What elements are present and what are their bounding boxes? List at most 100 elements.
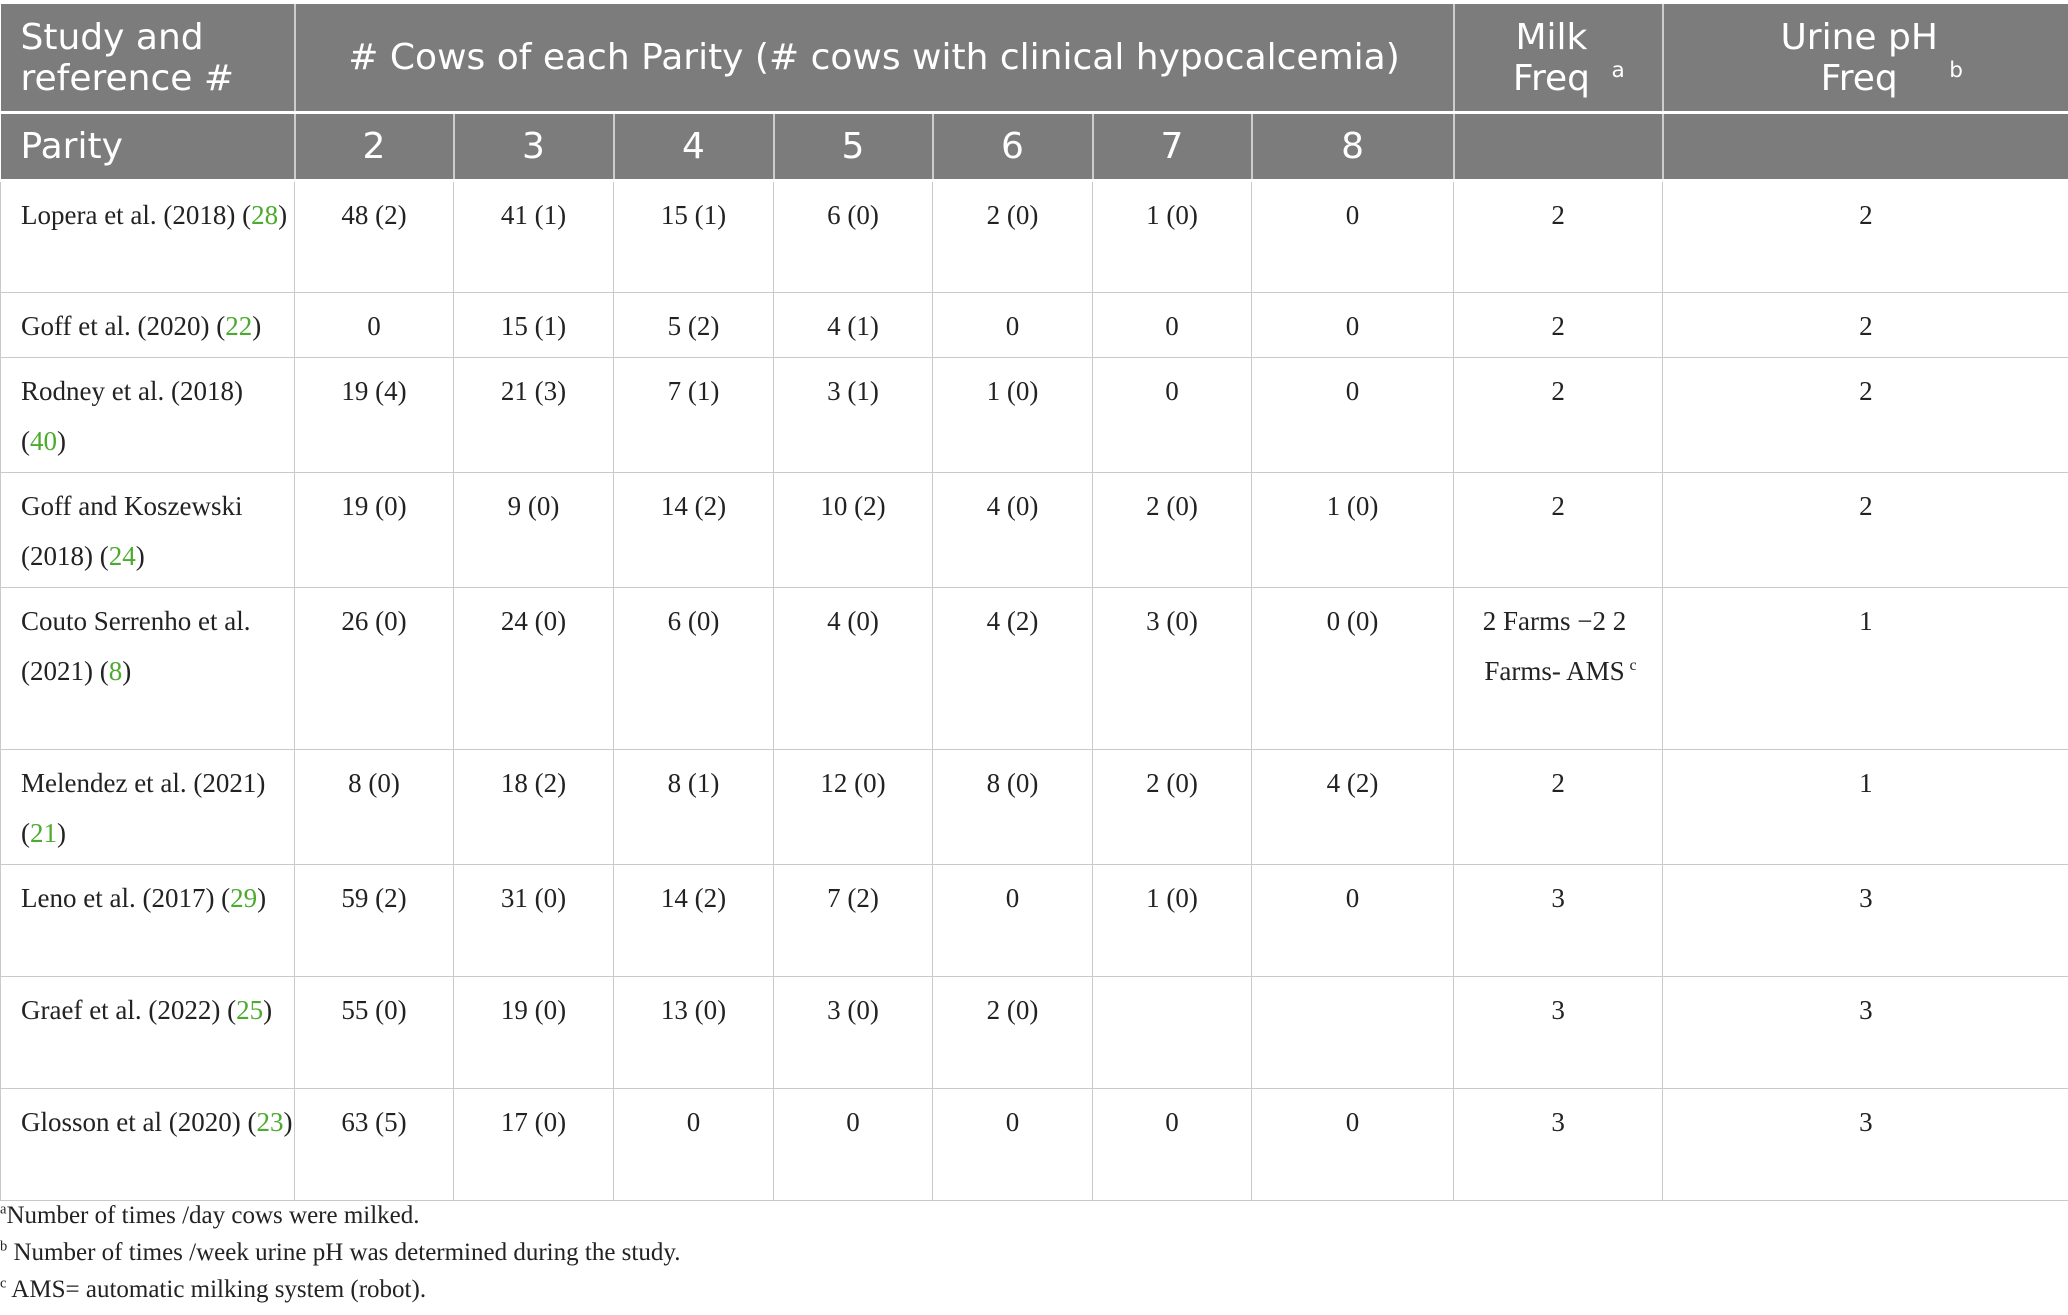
- parity-cell: 14 (2): [613, 864, 774, 977]
- parity-cell: 21 (3): [453, 357, 614, 473]
- header-urine-empty: [1661, 112, 2068, 182]
- parity-cell: 1 (0): [1250, 472, 1455, 588]
- footnotes: aNumber of times /day cows were milked. …: [0, 1197, 680, 1308]
- parity-cell: 19 (0): [453, 976, 614, 1089]
- parity-cell: 6 (0): [613, 587, 774, 750]
- parity-cell: [1250, 976, 1455, 1089]
- parity-cell: 0: [294, 292, 454, 358]
- parity-cell: 1 (0): [1092, 864, 1252, 977]
- parity-cell: 6 (0): [773, 180, 933, 293]
- urine-freq-cell: 1: [1662, 587, 2068, 750]
- data-table: Study and reference # # Cows of each Par…: [0, 4, 2068, 1201]
- parity-8: 8: [1250, 112, 1455, 182]
- parity-cell: 4 (2): [932, 587, 1093, 750]
- table-row: Melendez et al. (2021) (21) 8 (0) 18 (2) 8 …: [0, 749, 2068, 865]
- parity-cell: [1092, 976, 1252, 1089]
- parity-cell: 0: [932, 292, 1093, 358]
- parity-cell: 0: [1250, 292, 1455, 358]
- study-cell: Rodney et al. (2018) (40): [0, 357, 295, 473]
- study-cell: Goff and Koszewski (2018) (24): [0, 472, 295, 588]
- parity-cell: 0: [1092, 292, 1252, 358]
- parity-cell: 0: [1250, 864, 1455, 977]
- footnote-c: c AMS= automatic milking system (robot).: [0, 1275, 427, 1303]
- parity-cell: 3 (1): [773, 357, 933, 473]
- parity-cell: 2 (0): [1092, 472, 1252, 588]
- parity-cell: 1 (0): [932, 357, 1093, 473]
- parity-6: 6: [931, 112, 1094, 182]
- parity-cell: 12 (0): [773, 749, 933, 865]
- parity-cell: 15 (1): [453, 292, 614, 358]
- parity-cell: 24 (0): [453, 587, 614, 750]
- parity-cell: 0: [1092, 1088, 1252, 1201]
- parity-cell: 2 (0): [1092, 749, 1252, 865]
- footnote-a: aNumber of times /day cows were milked.: [0, 1201, 420, 1229]
- parity-3: 3: [452, 112, 615, 182]
- parity-cell: 19 (4): [294, 357, 454, 473]
- parity-cell: 0: [1092, 357, 1252, 473]
- parity-cell: 4 (1): [773, 292, 933, 358]
- table-row: Goff et al. (2020) (22) 0 15 (1) 5 (2) 4 (1)…: [0, 292, 2068, 358]
- parity-cell: 0: [1250, 357, 1455, 473]
- milk-freq-cell: 2: [1453, 749, 1664, 865]
- parity-cell: 8 (1): [613, 749, 774, 865]
- urine-freq-cell: 3: [1662, 864, 2068, 977]
- urine-freq-cell: 2: [1662, 472, 2068, 588]
- parity-cell: 18 (2): [453, 749, 614, 865]
- parity-cell: 63 (5): [294, 1088, 454, 1201]
- parity-cell: 4 (0): [773, 587, 933, 750]
- parity-cell: 5 (2): [613, 292, 774, 358]
- study-cell: Couto Serrenho et al. (2021) (8): [0, 587, 295, 750]
- parity-cell: 14 (2): [613, 472, 774, 588]
- urine-freq-cell: 1: [1662, 749, 2068, 865]
- parity-cell: 10 (2): [773, 472, 933, 588]
- milk-freq-cell: 2 Farms −2 2 Farms- AMS c: [1453, 587, 1664, 750]
- header-urine-freq: Urine pH Freq b: [1661, 4, 2068, 114]
- header-milk-empty: [1452, 112, 1664, 182]
- parity-cell: 59 (2): [294, 864, 454, 977]
- table-row: Lopera et al. (2018) (28) 48 (2) 41 (1) 15 …: [0, 180, 2068, 293]
- parity-cell: 1 (0): [1092, 180, 1252, 293]
- table-row: Couto Serrenho et al. (2021) (8) 26 (0) 24…: [0, 587, 2068, 750]
- parity-4: 4: [612, 112, 775, 182]
- parity-cell: 0: [1250, 1088, 1455, 1201]
- urine-freq-cell: 2: [1662, 292, 2068, 358]
- parity-cell: 0: [1250, 180, 1455, 293]
- parity-cell: 0: [613, 1088, 774, 1201]
- parity-cell: 3 (0): [773, 976, 933, 1089]
- parity-cell: 41 (1): [453, 180, 614, 293]
- table-row: Rodney et al. (2018) (40) 19 (4) 21 (3) 7 (…: [0, 357, 2068, 473]
- parity-cell: 2 (0): [932, 976, 1093, 1089]
- header-parity-label: Parity: [0, 112, 296, 182]
- urine-freq-cell: 2: [1662, 357, 2068, 473]
- header-parity-group: # Cows of each Parity (# cows with clini…: [293, 4, 1455, 114]
- parity-cell: 4 (0): [932, 472, 1093, 588]
- study-cell: Leno et al. (2017) (29): [0, 864, 295, 977]
- milk-freq-cell: 3: [1453, 1088, 1664, 1201]
- study-cell: Melendez et al. (2021) (21): [0, 749, 295, 865]
- parity-cell: 48 (2): [294, 180, 454, 293]
- parity-cell: 13 (0): [613, 976, 774, 1089]
- parity-5: 5: [772, 112, 934, 182]
- table-row: Glosson et al (2020) (23) 63 (5) 17 (0) 0 0 0…: [0, 1088, 2068, 1201]
- study-cell: Graef et al. (2022) (25): [0, 976, 295, 1089]
- parity-cell: 0: [773, 1088, 933, 1201]
- parity-cell: 15 (1): [613, 180, 774, 293]
- header-milk-freq: Milk Freq a: [1452, 4, 1664, 114]
- urine-freq-cell: 2: [1662, 180, 2068, 293]
- milk-freq-cell: 2: [1453, 180, 1664, 293]
- parity-cell: 26 (0): [294, 587, 454, 750]
- footnote-b: b Number of times /week urine pH was det…: [0, 1238, 681, 1266]
- table-row: Leno et al. (2017) (29) 59 (2) 3 1 (0) 14 (2…: [0, 864, 2068, 977]
- study-cell: Lopera et al. (2018) (28): [0, 180, 295, 293]
- parity-cell: 9 (0): [453, 472, 614, 588]
- table-row: Graef et al. (2022) (25) 55 (0) 19 (0) 13 (…: [0, 976, 2068, 1089]
- parity-7: 7: [1091, 112, 1253, 182]
- parity-cell: 7 (1): [613, 357, 774, 473]
- parity-cell: 8 (0): [932, 749, 1093, 865]
- parity-cell: 55 (0): [294, 976, 454, 1089]
- parity-cell: 2 (0): [932, 180, 1093, 293]
- urine-freq-cell: 3: [1662, 976, 2068, 1089]
- parity-cell: 0: [932, 864, 1093, 977]
- parity-cell: 8 (0): [294, 749, 454, 865]
- study-cell: Goff et al. (2020) (22): [0, 292, 295, 358]
